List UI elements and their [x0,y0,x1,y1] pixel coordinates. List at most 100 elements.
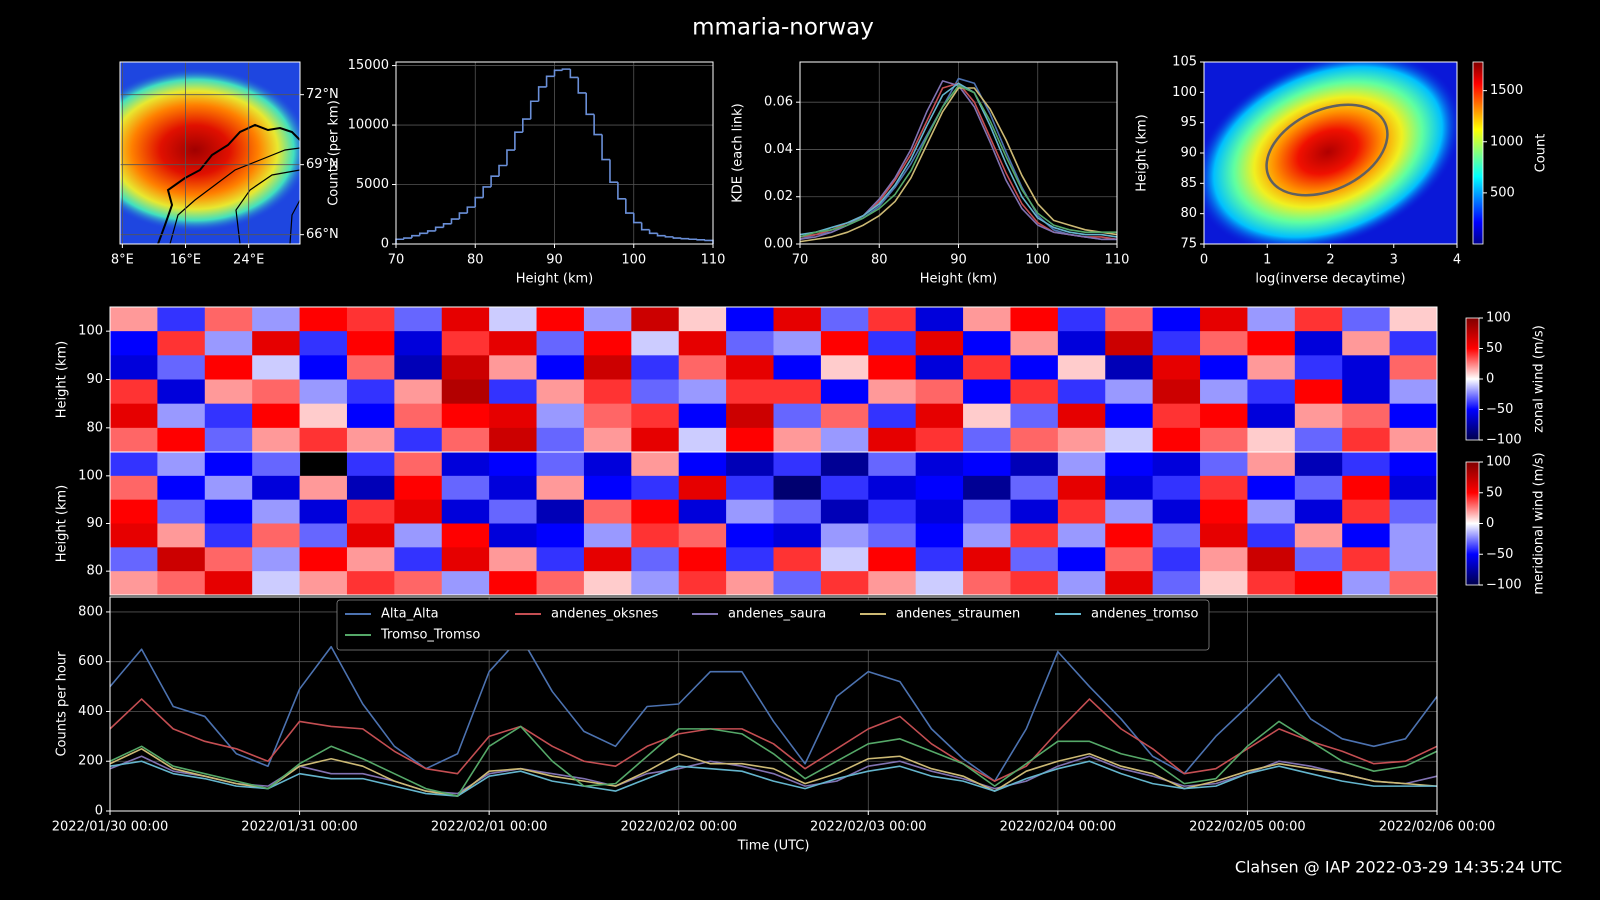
x-tick-label: 90 [546,253,563,268]
y-tick-label: 600 [78,654,103,669]
heatmap-cell [1105,571,1154,596]
heatmap-cell [820,452,869,477]
plot-layer [110,307,1438,453]
series-line [109,636,1438,782]
heatmap-cell [1200,307,1248,332]
heatmap-cell [394,475,443,501]
heatmap-cell [1057,547,1106,572]
heatmap-cell [583,452,632,477]
heatmap-cell [915,307,964,332]
heatmap-cell [441,427,490,453]
heatmap-cell [157,499,206,524]
heatmap-cell [252,427,301,453]
heatmap-cell [1247,475,1296,501]
heatmap-cell [678,452,727,477]
y-tick-label: 69°N [306,157,339,172]
heatmap-cell [583,427,632,453]
histogram-step [418,232,428,236]
heatmap-cell [204,379,253,405]
heatmap-cell [489,331,538,356]
axes-layer: 80 90 100 Height (km) −100 −50 0 50 100 zonal win… [55,306,1547,453]
y-tick-label: 0.00 [764,237,793,252]
heatmap-cell [394,307,443,332]
heatmap-cell [441,355,490,380]
heatmap-cell [1247,355,1296,380]
heatmap-cell [1294,307,1343,332]
heatmap-cell [299,307,348,332]
heatmap-cell [773,523,822,548]
colorbar-tick-label: −50 [1486,402,1513,417]
y-tick-label: 0.02 [764,189,793,204]
colorbar-label: Count [1534,134,1549,173]
heatmap-cell [820,547,869,572]
x-tick-label: 2022/02/05 00:00 [1189,820,1306,835]
heatmap-cell [1010,307,1059,332]
heatmap-cell [394,427,443,453]
heatmap-cell [299,403,348,429]
histogram-step [529,100,539,120]
histogram-step [569,69,579,79]
heatmap-cell [157,547,206,572]
heatmap-cell [1342,355,1391,380]
heatmap-cell [915,403,964,429]
heatmap-cell [204,547,253,572]
histogram-step [601,134,610,161]
grid-layer [395,62,714,245]
heatmap-cell [204,499,253,524]
heatmap-cell [726,452,774,477]
heatmap-cell [868,427,917,453]
heatmap-cell [441,523,490,548]
heatmap-cell [1152,547,1201,572]
heatmap-cell [1389,523,1438,548]
heatmap-cell [915,331,964,356]
heatmap-cell [963,547,1011,572]
heatmap-cell [346,403,395,429]
y-tick-label: 0 [95,804,103,819]
colorbar-label: meridional wind (m/s) [1532,452,1547,594]
heatmap-cell [157,475,206,501]
histogram-step [482,186,492,198]
heatmap-cell [1389,427,1438,453]
heatmap-cell [678,355,727,380]
heatmap-cell [820,523,869,548]
heatmap-cell [1294,571,1343,596]
y-axis-label: Height (km) [55,341,70,418]
x-axis-label: Height (km) [920,272,997,287]
heatmap-cell [346,452,395,477]
y-tick-label: 90 [86,516,103,531]
heatmap-cell [1247,523,1296,548]
heatmap-cell [678,571,727,596]
heatmap-cell [489,499,538,524]
heatmap-cell [1010,523,1059,548]
heatmap-cell [868,547,917,572]
heatmap-cell [963,427,1011,453]
heatmap-cell [252,403,301,429]
heatmap-cell [678,331,727,356]
histogram-step [704,239,714,244]
heatmap-cell [1057,571,1106,596]
heatmap-cell [868,523,917,548]
heatmap-cell [157,331,206,356]
heatmap-cell [1152,307,1201,332]
heatmap-cell [1057,355,1106,380]
heatmap-cell [346,307,395,332]
heatmap-cell [631,355,680,380]
heatmap-cell [678,499,727,524]
heatmap-cell [963,475,1011,501]
heatmap-cell [110,355,158,380]
heatmap-cell [157,452,206,477]
legend-box [336,599,1210,651]
axes-layer: 70 80 90 100 110 0.00 0.02 0.04 0.06 Height (km) K… [731,61,1129,287]
heatmap-cell [1152,379,1201,405]
heatmap-cell [963,307,1011,332]
y-tick-label: 90 [86,372,103,387]
heatmap-cell [252,307,301,332]
heatmap-cell [583,331,632,356]
heatmap-cell [868,499,917,524]
heatmap-cell [583,403,632,429]
heatmap-cell [773,355,822,380]
heatmap-cell [1105,307,1154,332]
axes-layer: 0 1 2 3 4 75 80 85 90 95 100 105 log(inverse decayti… [1135,55,1549,287]
heatmap-cell [1342,547,1391,572]
heatmap-cell [1342,403,1391,429]
